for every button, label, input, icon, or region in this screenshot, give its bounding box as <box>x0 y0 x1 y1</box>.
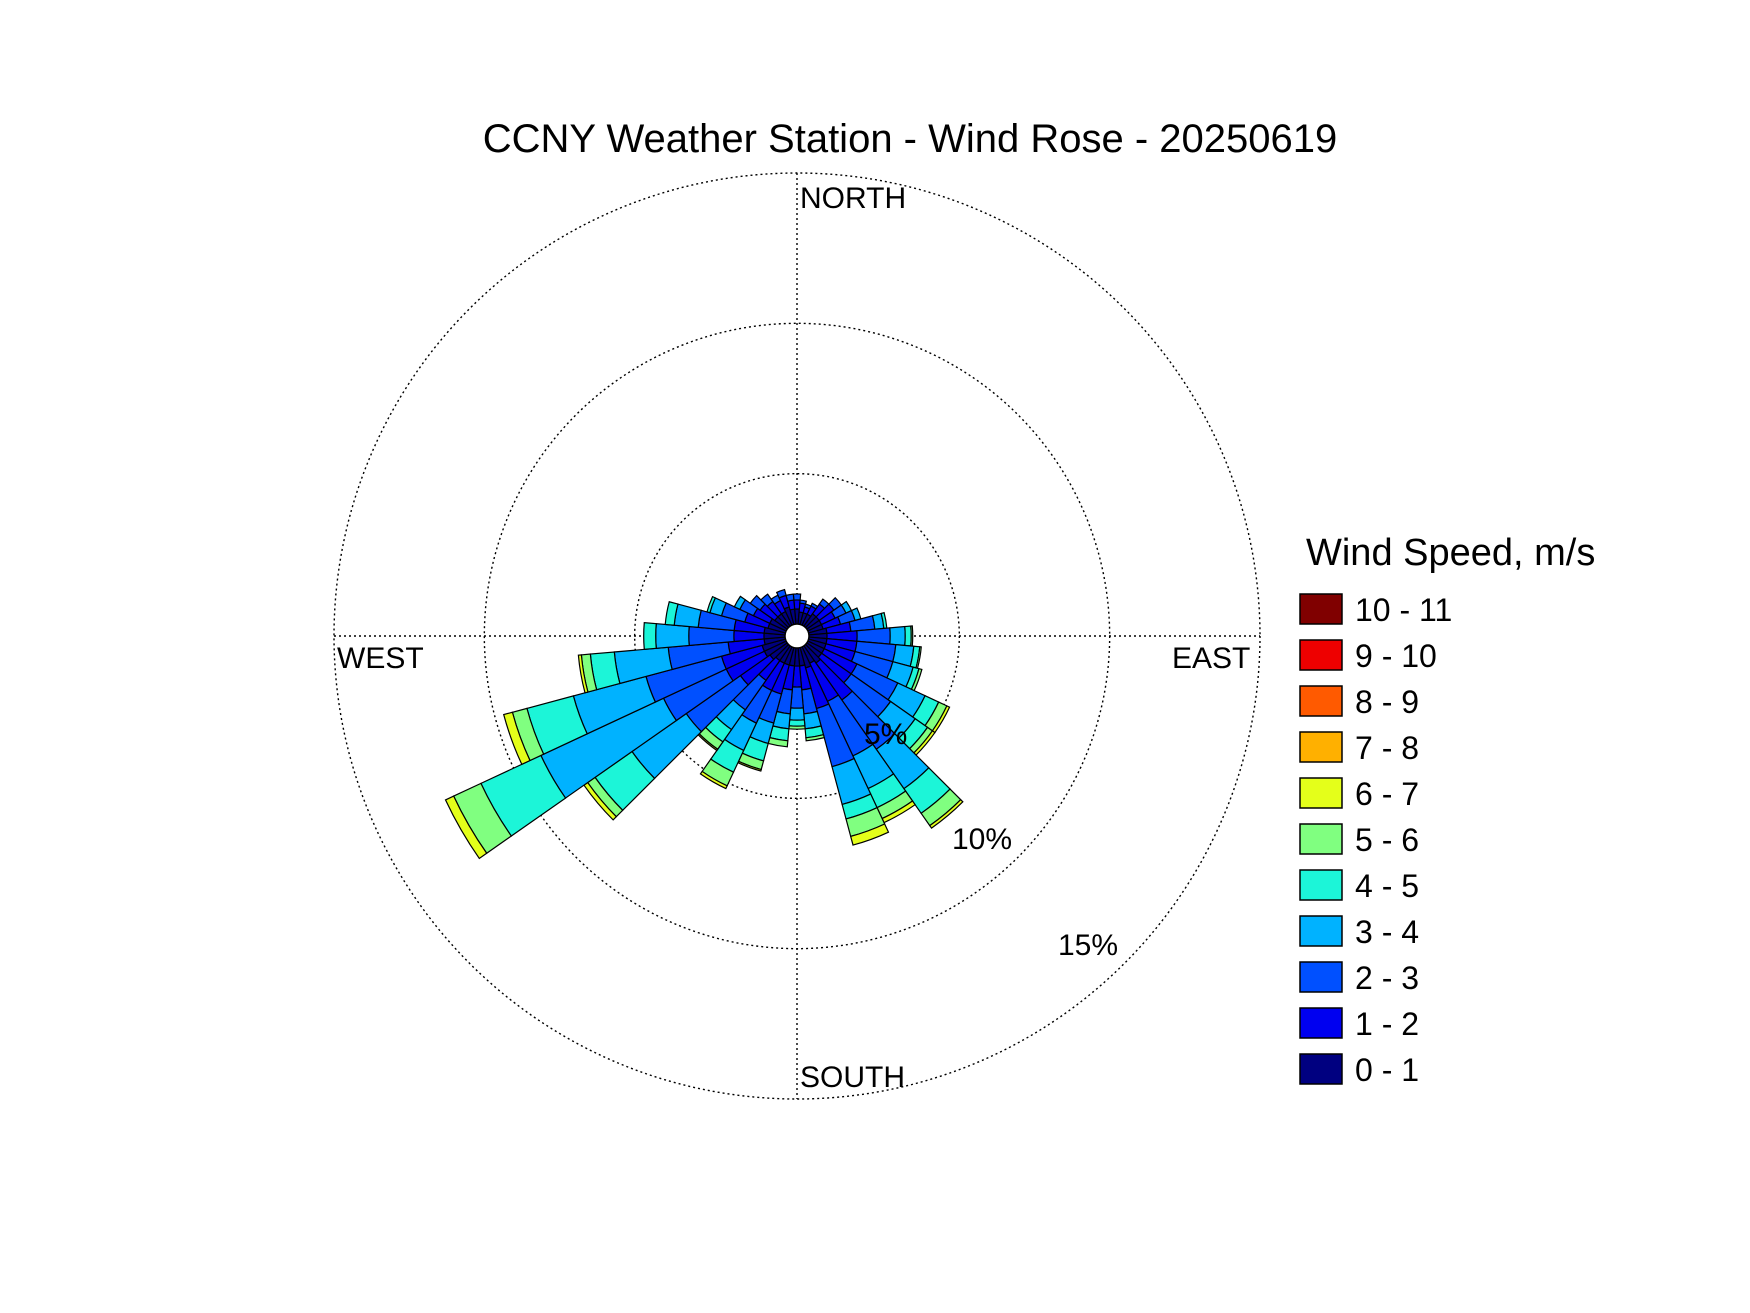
direction-label-west: WEST <box>337 642 424 675</box>
legend-label: 9 - 10 <box>1355 638 1437 674</box>
wedge-140-bin-6 <box>928 798 964 829</box>
direction-label-east: EAST <box>1172 642 1250 675</box>
wedge-280-bin-4 <box>664 601 679 626</box>
ring-label-10: 10% <box>952 823 1012 856</box>
legend-label: 8 - 9 <box>1355 684 1419 720</box>
direction-label-south: SOUTH <box>800 1061 905 1094</box>
wedge-180-bin-4 <box>788 719 806 727</box>
wedge-280-bin-3 <box>673 603 702 629</box>
legend-swatch <box>1299 869 1343 901</box>
wedge-180-bin-3 <box>789 707 805 721</box>
wedge-250-bin-6 <box>502 711 531 766</box>
wedge-160-bin-6 <box>849 823 890 846</box>
wedge-270-bin-3 <box>655 623 690 649</box>
ring-label-15: 15% <box>1058 929 1118 962</box>
wedge-90-bin-4 <box>904 625 912 647</box>
legend-swatch <box>1299 639 1343 671</box>
legend-label: 1 - 2 <box>1355 1006 1419 1042</box>
legend-swatch <box>1299 593 1343 625</box>
wedge-170-bin-5 <box>805 733 825 742</box>
legend: Wind Speed, m/s 10 - 11 9 - 10 8 - 9 7 - 8 6… <box>1299 532 1595 1088</box>
legend-swatch <box>1299 685 1343 717</box>
legend-swatch <box>1299 777 1343 809</box>
legend-label: 7 - 8 <box>1355 730 1419 766</box>
legend-label: 10 - 11 <box>1355 592 1452 628</box>
legend-swatch <box>1299 823 1343 855</box>
polar-grid <box>333 172 1261 1100</box>
legend-swatch <box>1299 1007 1343 1039</box>
ring-label-5: 5% <box>864 718 907 751</box>
legend-label: 4 - 5 <box>1355 868 1419 904</box>
wedge-310-bin-2 <box>749 594 766 611</box>
legend-label: 5 - 6 <box>1355 822 1419 858</box>
wedge-0-bin-2 <box>792 593 802 601</box>
legend-label: 3 - 4 <box>1355 914 1419 950</box>
legend-label: 0 - 1 <box>1355 1052 1419 1088</box>
wedge-300-bin-3 <box>733 595 747 611</box>
wedge-350-bin-2 <box>785 593 795 602</box>
wind-sectors <box>444 588 964 860</box>
legend-label: 6 - 7 <box>1355 776 1419 812</box>
wedge-290-bin-4 <box>706 595 717 614</box>
legend-swatch <box>1299 731 1343 763</box>
center-hole <box>784 623 810 649</box>
legend-swatch <box>1299 1053 1343 1085</box>
wedge-10-bin-2 <box>799 599 808 605</box>
wedge-340-bin-2 <box>775 588 787 599</box>
legend-swatch <box>1299 961 1343 993</box>
wedge-210-bin-6 <box>699 770 728 790</box>
legend-items: 10 - 11 9 - 10 8 - 9 7 - 8 6 - 7 5 - 6 4 - 5 3 … <box>1299 592 1452 1088</box>
legend-title: Wind Speed, m/s <box>1306 532 1595 574</box>
wedge-180-bin-5 <box>788 725 806 730</box>
chart-title: CCNY Weather Station - Wind Rose - 20250… <box>483 117 1338 161</box>
wedge-270-bin-4 <box>643 621 657 651</box>
legend-label: 2 - 3 <box>1355 960 1419 996</box>
wedge-320-bin-2 <box>760 593 774 608</box>
legend-swatch <box>1299 915 1343 947</box>
wedge-260-bin-6 <box>577 654 589 694</box>
direction-label-north: NORTH <box>800 182 906 215</box>
wedge-90-bin-5 <box>910 625 914 647</box>
wedge-90-bin-3 <box>889 625 906 647</box>
wedge-240-bin-6 <box>444 795 488 860</box>
